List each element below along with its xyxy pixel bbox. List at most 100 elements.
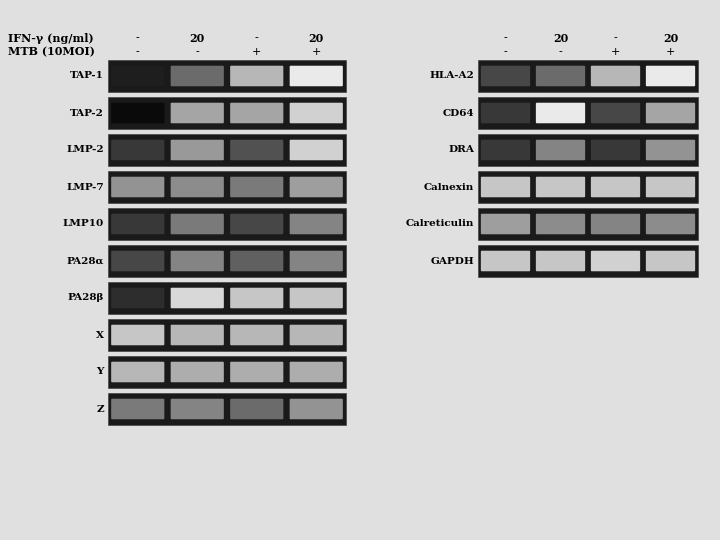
FancyBboxPatch shape: [111, 251, 164, 271]
FancyBboxPatch shape: [289, 325, 343, 345]
Text: PA28α: PA28α: [66, 256, 104, 266]
FancyBboxPatch shape: [230, 103, 284, 123]
FancyBboxPatch shape: [289, 399, 343, 419]
FancyBboxPatch shape: [111, 288, 164, 308]
Text: -: -: [255, 33, 258, 43]
FancyBboxPatch shape: [230, 288, 284, 308]
FancyBboxPatch shape: [111, 177, 164, 197]
Bar: [108, 97, 346, 129]
FancyBboxPatch shape: [111, 362, 164, 382]
Text: TAP-1: TAP-1: [70, 71, 104, 80]
FancyBboxPatch shape: [230, 66, 284, 86]
FancyBboxPatch shape: [111, 399, 164, 419]
Text: PA28β: PA28β: [68, 294, 104, 302]
FancyBboxPatch shape: [289, 362, 343, 382]
FancyBboxPatch shape: [171, 177, 224, 197]
FancyBboxPatch shape: [111, 66, 164, 86]
FancyBboxPatch shape: [230, 251, 284, 271]
Text: 20: 20: [189, 32, 205, 44]
Text: HLA-A2: HLA-A2: [429, 71, 474, 80]
FancyBboxPatch shape: [536, 251, 585, 271]
FancyBboxPatch shape: [171, 362, 224, 382]
Text: GAPDH: GAPDH: [431, 256, 474, 266]
Text: LMP10: LMP10: [63, 219, 104, 228]
Text: 20: 20: [553, 32, 568, 44]
Text: +: +: [252, 47, 261, 57]
FancyBboxPatch shape: [171, 66, 224, 86]
FancyBboxPatch shape: [536, 177, 585, 197]
Text: -: -: [136, 47, 140, 57]
Text: +: +: [312, 47, 321, 57]
Text: 20: 20: [309, 32, 324, 44]
FancyBboxPatch shape: [591, 66, 640, 86]
Text: +: +: [666, 47, 675, 57]
Text: CD64: CD64: [442, 109, 474, 118]
Text: -: -: [503, 47, 508, 57]
Text: -: -: [559, 47, 562, 57]
FancyBboxPatch shape: [481, 214, 530, 234]
Text: -: -: [613, 33, 617, 43]
Text: -: -: [136, 33, 140, 43]
FancyBboxPatch shape: [171, 288, 224, 308]
FancyBboxPatch shape: [646, 140, 695, 160]
FancyBboxPatch shape: [111, 140, 164, 160]
FancyBboxPatch shape: [481, 66, 530, 86]
FancyBboxPatch shape: [646, 66, 695, 86]
Text: MTB (10MOI): MTB (10MOI): [8, 46, 95, 57]
FancyBboxPatch shape: [481, 251, 530, 271]
FancyBboxPatch shape: [289, 214, 343, 234]
Bar: [108, 60, 346, 92]
Text: +: +: [611, 47, 620, 57]
FancyBboxPatch shape: [289, 103, 343, 123]
FancyBboxPatch shape: [591, 103, 640, 123]
FancyBboxPatch shape: [111, 214, 164, 234]
FancyBboxPatch shape: [536, 66, 585, 86]
Text: Z: Z: [96, 404, 104, 414]
FancyBboxPatch shape: [536, 140, 585, 160]
FancyBboxPatch shape: [171, 251, 224, 271]
Bar: [108, 319, 346, 351]
FancyBboxPatch shape: [481, 103, 530, 123]
FancyBboxPatch shape: [230, 177, 284, 197]
Text: X: X: [96, 330, 104, 340]
Text: 20: 20: [663, 32, 678, 44]
FancyBboxPatch shape: [289, 177, 343, 197]
FancyBboxPatch shape: [536, 214, 585, 234]
Text: -: -: [503, 33, 508, 43]
Bar: [478, 134, 698, 166]
FancyBboxPatch shape: [171, 103, 224, 123]
Text: TAP-2: TAP-2: [70, 109, 104, 118]
Bar: [478, 245, 698, 277]
FancyBboxPatch shape: [289, 251, 343, 271]
FancyBboxPatch shape: [171, 140, 224, 160]
FancyBboxPatch shape: [536, 103, 585, 123]
Text: Y: Y: [96, 368, 104, 376]
FancyBboxPatch shape: [646, 214, 695, 234]
FancyBboxPatch shape: [230, 362, 284, 382]
Bar: [108, 245, 346, 277]
FancyBboxPatch shape: [111, 325, 164, 345]
Text: LMP-7: LMP-7: [66, 183, 104, 192]
Text: Calreticulin: Calreticulin: [405, 219, 474, 228]
FancyBboxPatch shape: [591, 214, 640, 234]
FancyBboxPatch shape: [289, 66, 343, 86]
Bar: [108, 282, 346, 314]
FancyBboxPatch shape: [171, 325, 224, 345]
FancyBboxPatch shape: [481, 177, 530, 197]
FancyBboxPatch shape: [230, 399, 284, 419]
Text: IFN-γ (ng/ml): IFN-γ (ng/ml): [8, 32, 94, 44]
Text: LMP-2: LMP-2: [66, 145, 104, 154]
FancyBboxPatch shape: [230, 140, 284, 160]
FancyBboxPatch shape: [646, 251, 695, 271]
FancyBboxPatch shape: [111, 103, 164, 123]
FancyBboxPatch shape: [289, 288, 343, 308]
FancyBboxPatch shape: [230, 214, 284, 234]
Text: -: -: [195, 47, 199, 57]
FancyBboxPatch shape: [171, 399, 224, 419]
Bar: [478, 97, 698, 129]
FancyBboxPatch shape: [230, 325, 284, 345]
Bar: [108, 134, 346, 166]
Bar: [108, 356, 346, 388]
Bar: [478, 171, 698, 203]
Bar: [108, 393, 346, 425]
